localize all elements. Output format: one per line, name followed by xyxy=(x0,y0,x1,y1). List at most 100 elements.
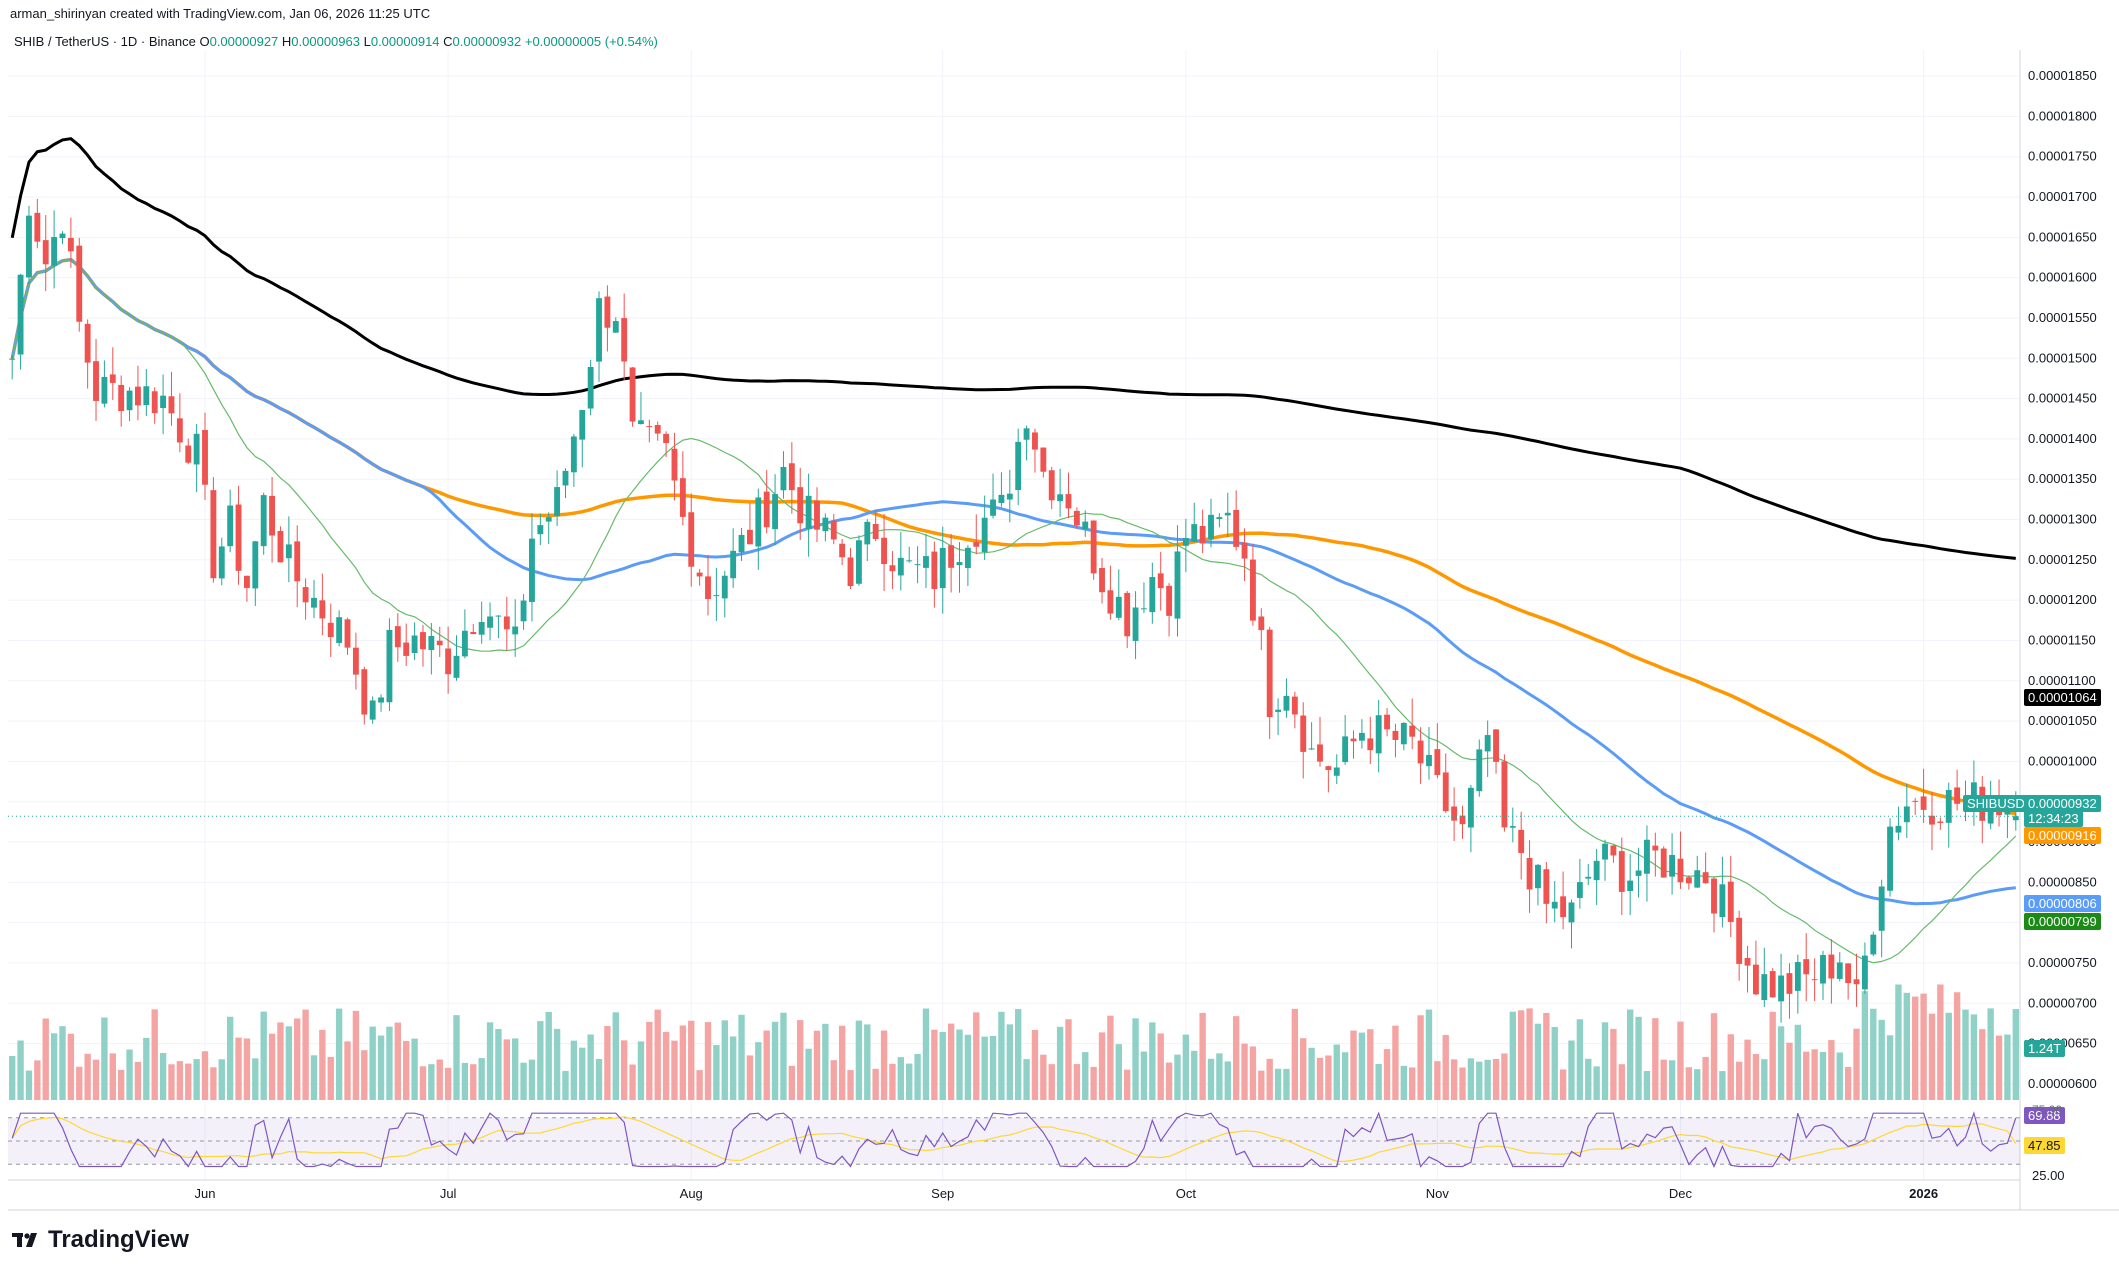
volume-bar xyxy=(1585,1059,1591,1100)
volume-bar xyxy=(2004,1035,2010,1100)
candle-body xyxy=(1292,697,1298,715)
candle-body xyxy=(1845,963,1851,983)
candle-body xyxy=(1627,881,1633,891)
candle-body xyxy=(303,587,309,602)
candle-body xyxy=(202,430,208,485)
candle-body xyxy=(563,471,569,486)
volume-bar xyxy=(261,1012,267,1100)
plot-background xyxy=(8,50,2020,1180)
volume-bar xyxy=(177,1061,183,1100)
ma20-tag: 0.00000799 xyxy=(2024,913,2101,930)
candle-body xyxy=(1652,846,1658,851)
volume-bar xyxy=(1920,994,1926,1100)
volume-bar xyxy=(1099,1032,1105,1100)
volume-bar xyxy=(613,1012,619,1100)
candle-body xyxy=(1854,979,1860,984)
volume-bar xyxy=(9,1056,15,1100)
volume-bar xyxy=(956,1030,962,1100)
candle-body xyxy=(881,538,887,564)
volume-bar xyxy=(1493,1059,1499,1100)
volume-bar xyxy=(1090,1067,1096,1100)
candle-body xyxy=(797,487,803,523)
volume-bar xyxy=(1661,1060,1667,1100)
candle-body xyxy=(1636,870,1642,875)
volume-bar xyxy=(747,1055,753,1100)
volume-bar xyxy=(1937,985,1943,1101)
candle-body xyxy=(822,518,828,532)
candle-body xyxy=(1862,956,1868,990)
candle-body xyxy=(839,544,845,558)
candle-body xyxy=(1837,962,1843,979)
candle-body xyxy=(127,391,133,411)
volume-bar xyxy=(1007,1024,1013,1100)
volume-bar xyxy=(378,1036,384,1100)
candle-body xyxy=(412,635,418,653)
price-tick-label: 0.00000750 xyxy=(2028,955,2097,970)
volume-bar xyxy=(1443,1035,1449,1100)
volume-bar xyxy=(411,1039,417,1100)
candle-body xyxy=(1124,593,1130,636)
candle-body xyxy=(990,500,996,516)
candle-body xyxy=(898,558,904,576)
volume-bar xyxy=(336,1009,342,1100)
candle-body xyxy=(1686,877,1692,883)
candle-body xyxy=(143,386,149,405)
volume-bar xyxy=(738,1015,744,1100)
volume-bar xyxy=(1568,1041,1574,1100)
candle-body xyxy=(470,632,476,634)
candle-body xyxy=(890,565,896,571)
candle-body xyxy=(1300,716,1306,752)
volume-bar xyxy=(101,1018,107,1100)
candle-body xyxy=(504,616,510,629)
volume-bar xyxy=(1334,1045,1340,1100)
ma100-tag: 0.00000916 xyxy=(2024,827,2101,844)
volume-bar xyxy=(914,1054,920,1100)
x-tick-label: Aug xyxy=(680,1186,703,1201)
candle-body xyxy=(1812,979,1818,980)
candle-body xyxy=(1661,849,1667,878)
tradingview-logo[interactable]: TradingView xyxy=(12,1226,189,1254)
candle-body xyxy=(923,556,929,568)
volume-bar xyxy=(1728,1034,1734,1100)
candle-body xyxy=(663,434,669,443)
volume-bar xyxy=(1116,1044,1122,1100)
candle-body xyxy=(1334,768,1340,776)
candle-body xyxy=(1040,448,1046,472)
volume-bar xyxy=(470,1064,476,1100)
volume-bar xyxy=(981,1037,987,1100)
volume-bar xyxy=(1065,1019,1071,1100)
candle-body xyxy=(1376,715,1382,753)
candle-body xyxy=(1015,442,1021,490)
candle-body xyxy=(1141,608,1147,609)
candle-body xyxy=(185,446,191,463)
volume-bar xyxy=(1149,1022,1155,1100)
volume-bar xyxy=(948,1024,954,1100)
volume-bar xyxy=(713,1045,719,1100)
volume-bar xyxy=(1560,1069,1566,1100)
x-tick-label: Oct xyxy=(1176,1186,1197,1201)
volume-bar xyxy=(1225,1061,1231,1100)
volume-bar xyxy=(135,1062,141,1100)
volume-bar xyxy=(1191,1051,1197,1100)
volume-bar xyxy=(1258,1071,1264,1100)
candle-body xyxy=(1619,851,1625,892)
volume-bar xyxy=(940,1032,946,1100)
candle-body xyxy=(546,517,552,521)
volume-bar xyxy=(1753,1054,1759,1100)
candle-body xyxy=(1342,736,1348,762)
volume-bar xyxy=(1510,1012,1516,1100)
volume-bar xyxy=(1644,1071,1650,1100)
volume-bar xyxy=(353,1011,359,1100)
volume-bar xyxy=(629,1065,635,1100)
volume-bar xyxy=(638,1041,644,1100)
volume-bar xyxy=(520,1063,526,1100)
volume-bar xyxy=(1677,1022,1683,1100)
candle-body xyxy=(747,530,753,544)
x-tick-label: Jul xyxy=(440,1186,457,1201)
volume-bar xyxy=(604,1026,610,1100)
candle-body xyxy=(1250,560,1256,621)
candle-body xyxy=(1937,821,1943,822)
candle-body xyxy=(1887,827,1893,891)
